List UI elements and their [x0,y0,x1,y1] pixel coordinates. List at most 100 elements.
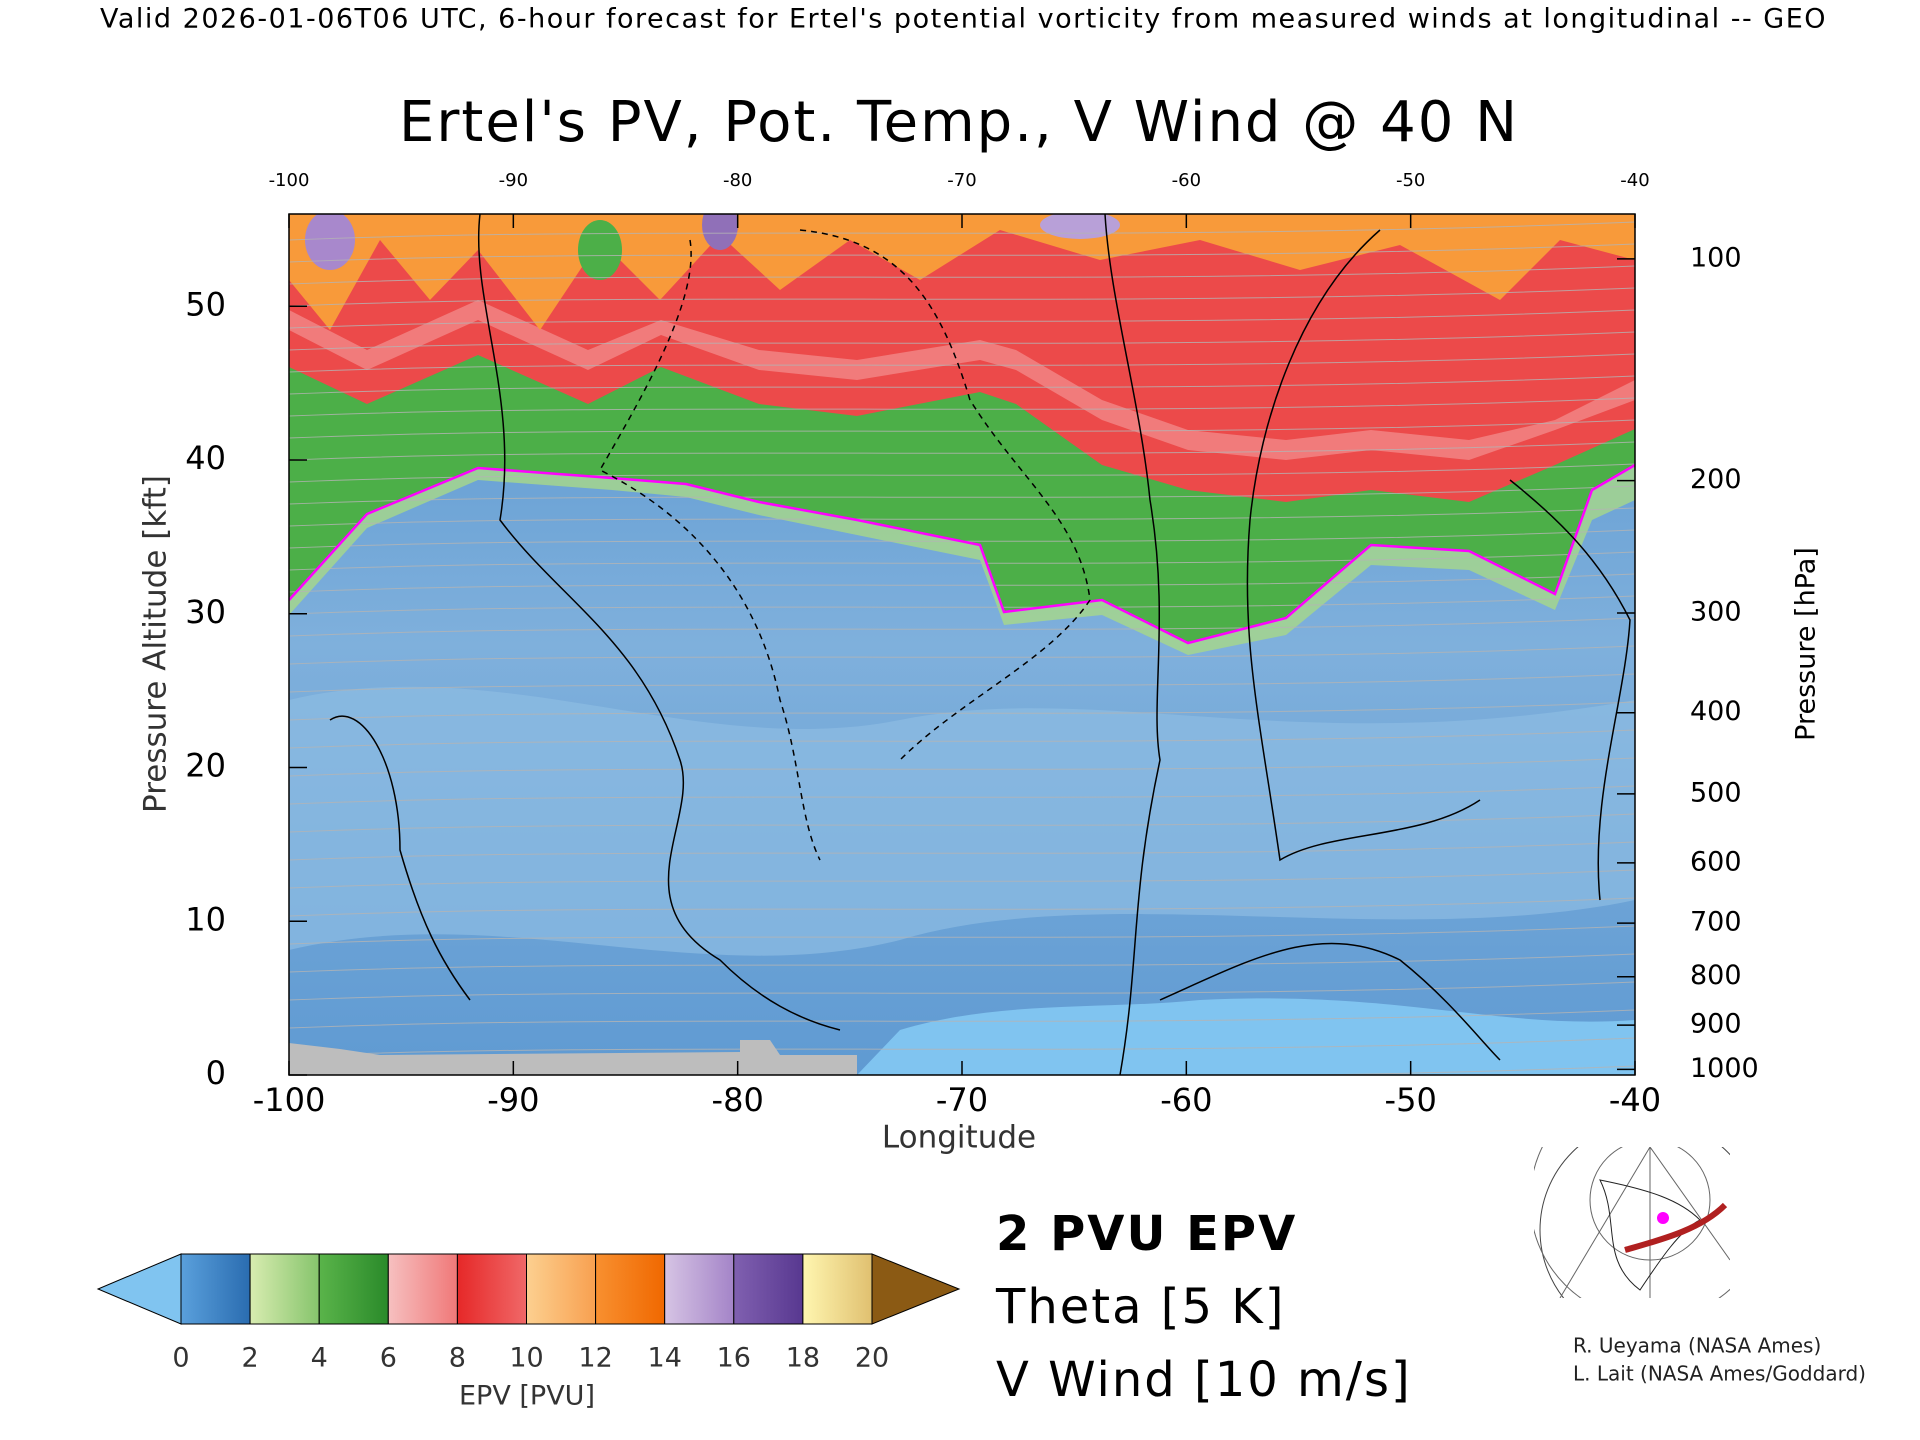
y-tick-label: 0 [206,1054,226,1092]
field-surface [857,998,1635,1075]
theta-line [289,397,1635,417]
x-tick-label: -40 [1609,1081,1661,1119]
theta-line [289,981,1635,1001]
theta-line [289,953,1635,973]
y-tick-label: 30 [185,593,226,631]
x-tick-label-top: -100 [269,170,310,191]
wind-contour [1246,229,1481,862]
field-pink [289,300,1635,460]
y2-tick-label: 600 [1690,846,1742,877]
wind-contour [477,214,841,1031]
map-section [1624,1202,1728,1253]
field-purple [305,214,355,270]
theta-line [289,595,1635,615]
credit: L. Lait (NASA Ames/Goddard) [1573,1362,1866,1386]
theta-contours [289,221,1635,1196]
theta-line [289,841,1635,861]
colorbar-segment [802,1253,873,1325]
theta-line [289,1009,1635,1029]
legend-entry: 2 PVU EPV [996,1206,1297,1262]
colorbar-tick-label: 8 [449,1343,466,1374]
y2-tick-label: 1000 [1690,1053,1759,1084]
x-tick-label: -50 [1385,1081,1437,1119]
theta-line [289,353,1635,373]
x-axis-label: Longitude [882,1120,1036,1156]
theta-line [289,485,1635,505]
map-meridian [1649,1147,1730,1261]
theta-line [289,507,1635,527]
x-tick-label-top: -70 [947,170,976,191]
wind-contours [329,214,1631,1075]
x-tick-label: -100 [253,1081,326,1119]
colorbar-tick-label: 6 [380,1343,397,1374]
theta-line [289,897,1635,917]
theta-line [289,925,1635,945]
y2-tick-label: 400 [1690,696,1742,727]
map-coast [1599,1179,1701,1291]
theta-line [289,529,1635,549]
theta-line [289,551,1635,571]
y2-tick-label: 500 [1690,777,1742,808]
y2-tick-label: 100 [1690,242,1742,273]
theta-line [289,463,1635,483]
y-tick-label: 20 [185,747,226,785]
map-circle [1539,1147,1730,1298]
pv2-contour [289,463,1635,645]
wind-contour [1159,942,1501,1061]
y2-tick-label: 800 [1690,960,1742,991]
y2-axis-label: Pressure [hPa] [1791,547,1822,741]
theta-line [289,785,1635,805]
field-low-shading [289,686,1635,956]
y-tick-label: 50 [185,285,226,323]
map-marker [1657,1212,1669,1224]
theta-line [289,869,1635,889]
theta-line [1282,1065,1635,1075]
theta-line [289,221,1635,241]
field [289,214,1635,1196]
y2-tick-label: 900 [1690,1009,1742,1040]
theta-line [289,375,1635,395]
theta-line [289,757,1635,777]
x-tick-label: -60 [1160,1081,1212,1119]
legend-entry: V Wind [10 m/s] [996,1352,1412,1408]
x-tick-label-top: -90 [499,170,528,191]
map-meridian [1559,1147,1651,1298]
y2-tick-label: 200 [1690,464,1742,495]
colorbar-tick-label: 4 [311,1343,328,1374]
y2-tick-label: 700 [1690,907,1742,938]
colorbar-segment [664,1253,735,1325]
theta-line [289,701,1635,721]
theta-line [289,419,1635,439]
colorbar-segment [456,1253,527,1325]
x-tick-label: -80 [712,1081,764,1119]
theta-line [289,673,1635,693]
colorbar-segment [387,1253,458,1325]
theta-line [289,331,1635,351]
theta-line [289,813,1635,833]
colorbar-over [871,1253,961,1325]
wind-contour [1509,479,1631,901]
wind-contour [1104,214,1161,1075]
colorbar-segment [526,1253,597,1325]
colorbar-tick-label: 2 [242,1343,259,1374]
theta-line [289,1037,1635,1057]
theta-line [289,617,1635,637]
header: Valid 2026-01-06T06 UTC, 6-hour forecast… [100,4,1827,35]
wind-contour [799,229,1091,761]
colorbar-segment [733,1253,804,1325]
theta-line [289,1178,1635,1196]
x-tick-label-top: -80 [723,170,752,191]
theta-line [289,309,1635,329]
theta-line [289,243,1635,263]
wind-contour [329,715,471,1001]
theta-line [289,573,1635,593]
credit: R. Ueyama (NASA Ames) [1573,1334,1821,1358]
y2-tick-label: 300 [1690,596,1742,627]
x-tick-label: -70 [936,1081,988,1119]
colorbar-tick-label: 16 [717,1343,751,1374]
y-tick-label: 10 [185,900,226,938]
field-orange [289,214,1635,330]
y-tick-label: 40 [185,439,226,477]
colorbar-tick-label: 18 [786,1343,820,1374]
